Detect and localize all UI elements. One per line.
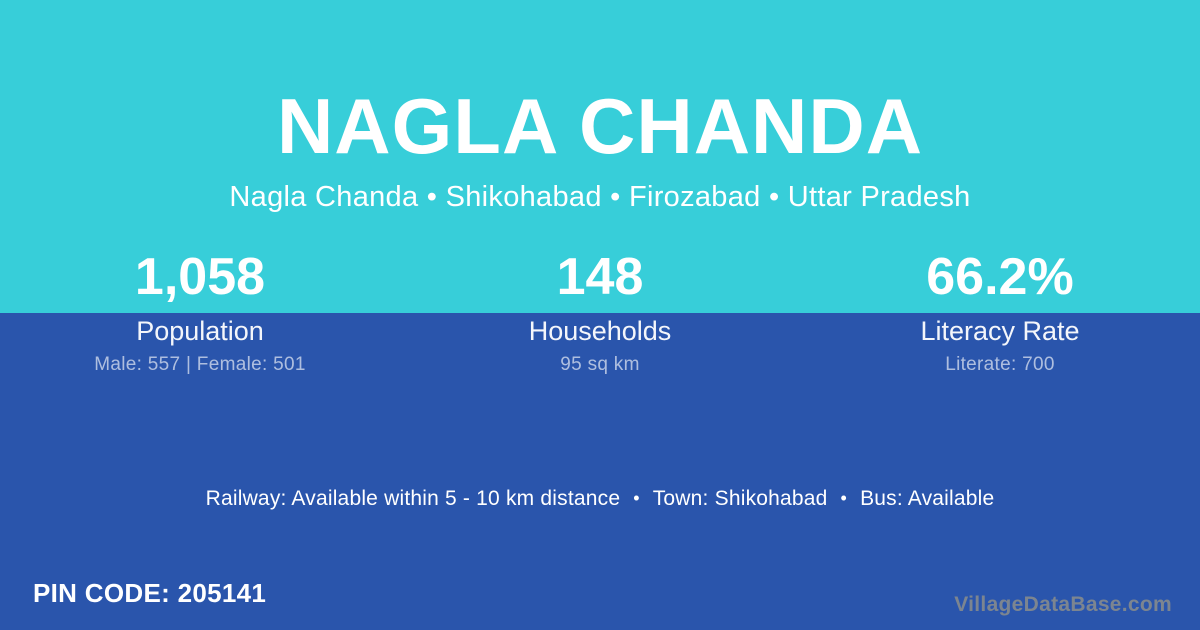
literacy-detail: Literate: 700 [945,354,1055,375]
stat-population: 1,058 Population Male: 557 | Female: 501 [0,0,400,400]
watermark: VillageDataBase.com [954,593,1172,616]
bullet-separator: • [840,488,848,508]
population-detail: Male: 557 | Female: 501 [94,354,306,375]
page-title: NAGLA CHANDA [276,82,924,170]
bus-info: Bus: Available [860,487,995,510]
pin-code-label: PIN CODE: [33,578,171,608]
households-label: Households [528,316,672,346]
bullet-separator: • [633,488,640,508]
households-value: 148 [556,248,644,306]
pin-code: PIN CODE: 205141 [33,578,266,609]
pin-code-value: 205141 [177,578,267,608]
population-label: Population [136,316,264,346]
breadcrumb: Nagla Chanda • Shikohabad • Firozabad • … [229,181,971,213]
stat-literacy-rate: 66.2% Literacy Rate Literate: 700 [800,0,1200,400]
literacy-label: Literacy Rate [920,316,1080,346]
stat-households: 148 Households 95 sq km [400,0,800,400]
railway-info: Railway: Available within 5 - 10 km dist… [205,487,621,510]
amenities-line: Railway: Available within 5 - 10 km dist… [0,487,1200,511]
households-detail: 95 sq km [560,354,640,375]
population-value: 1,058 [134,248,266,306]
literacy-value: 66.2% [926,248,1074,306]
town-info: Town: Shikohabad [652,487,828,510]
cyan-header-band [0,0,1200,313]
stats-row: 1,058 Population Male: 557 | Female: 501… [0,0,1200,400]
